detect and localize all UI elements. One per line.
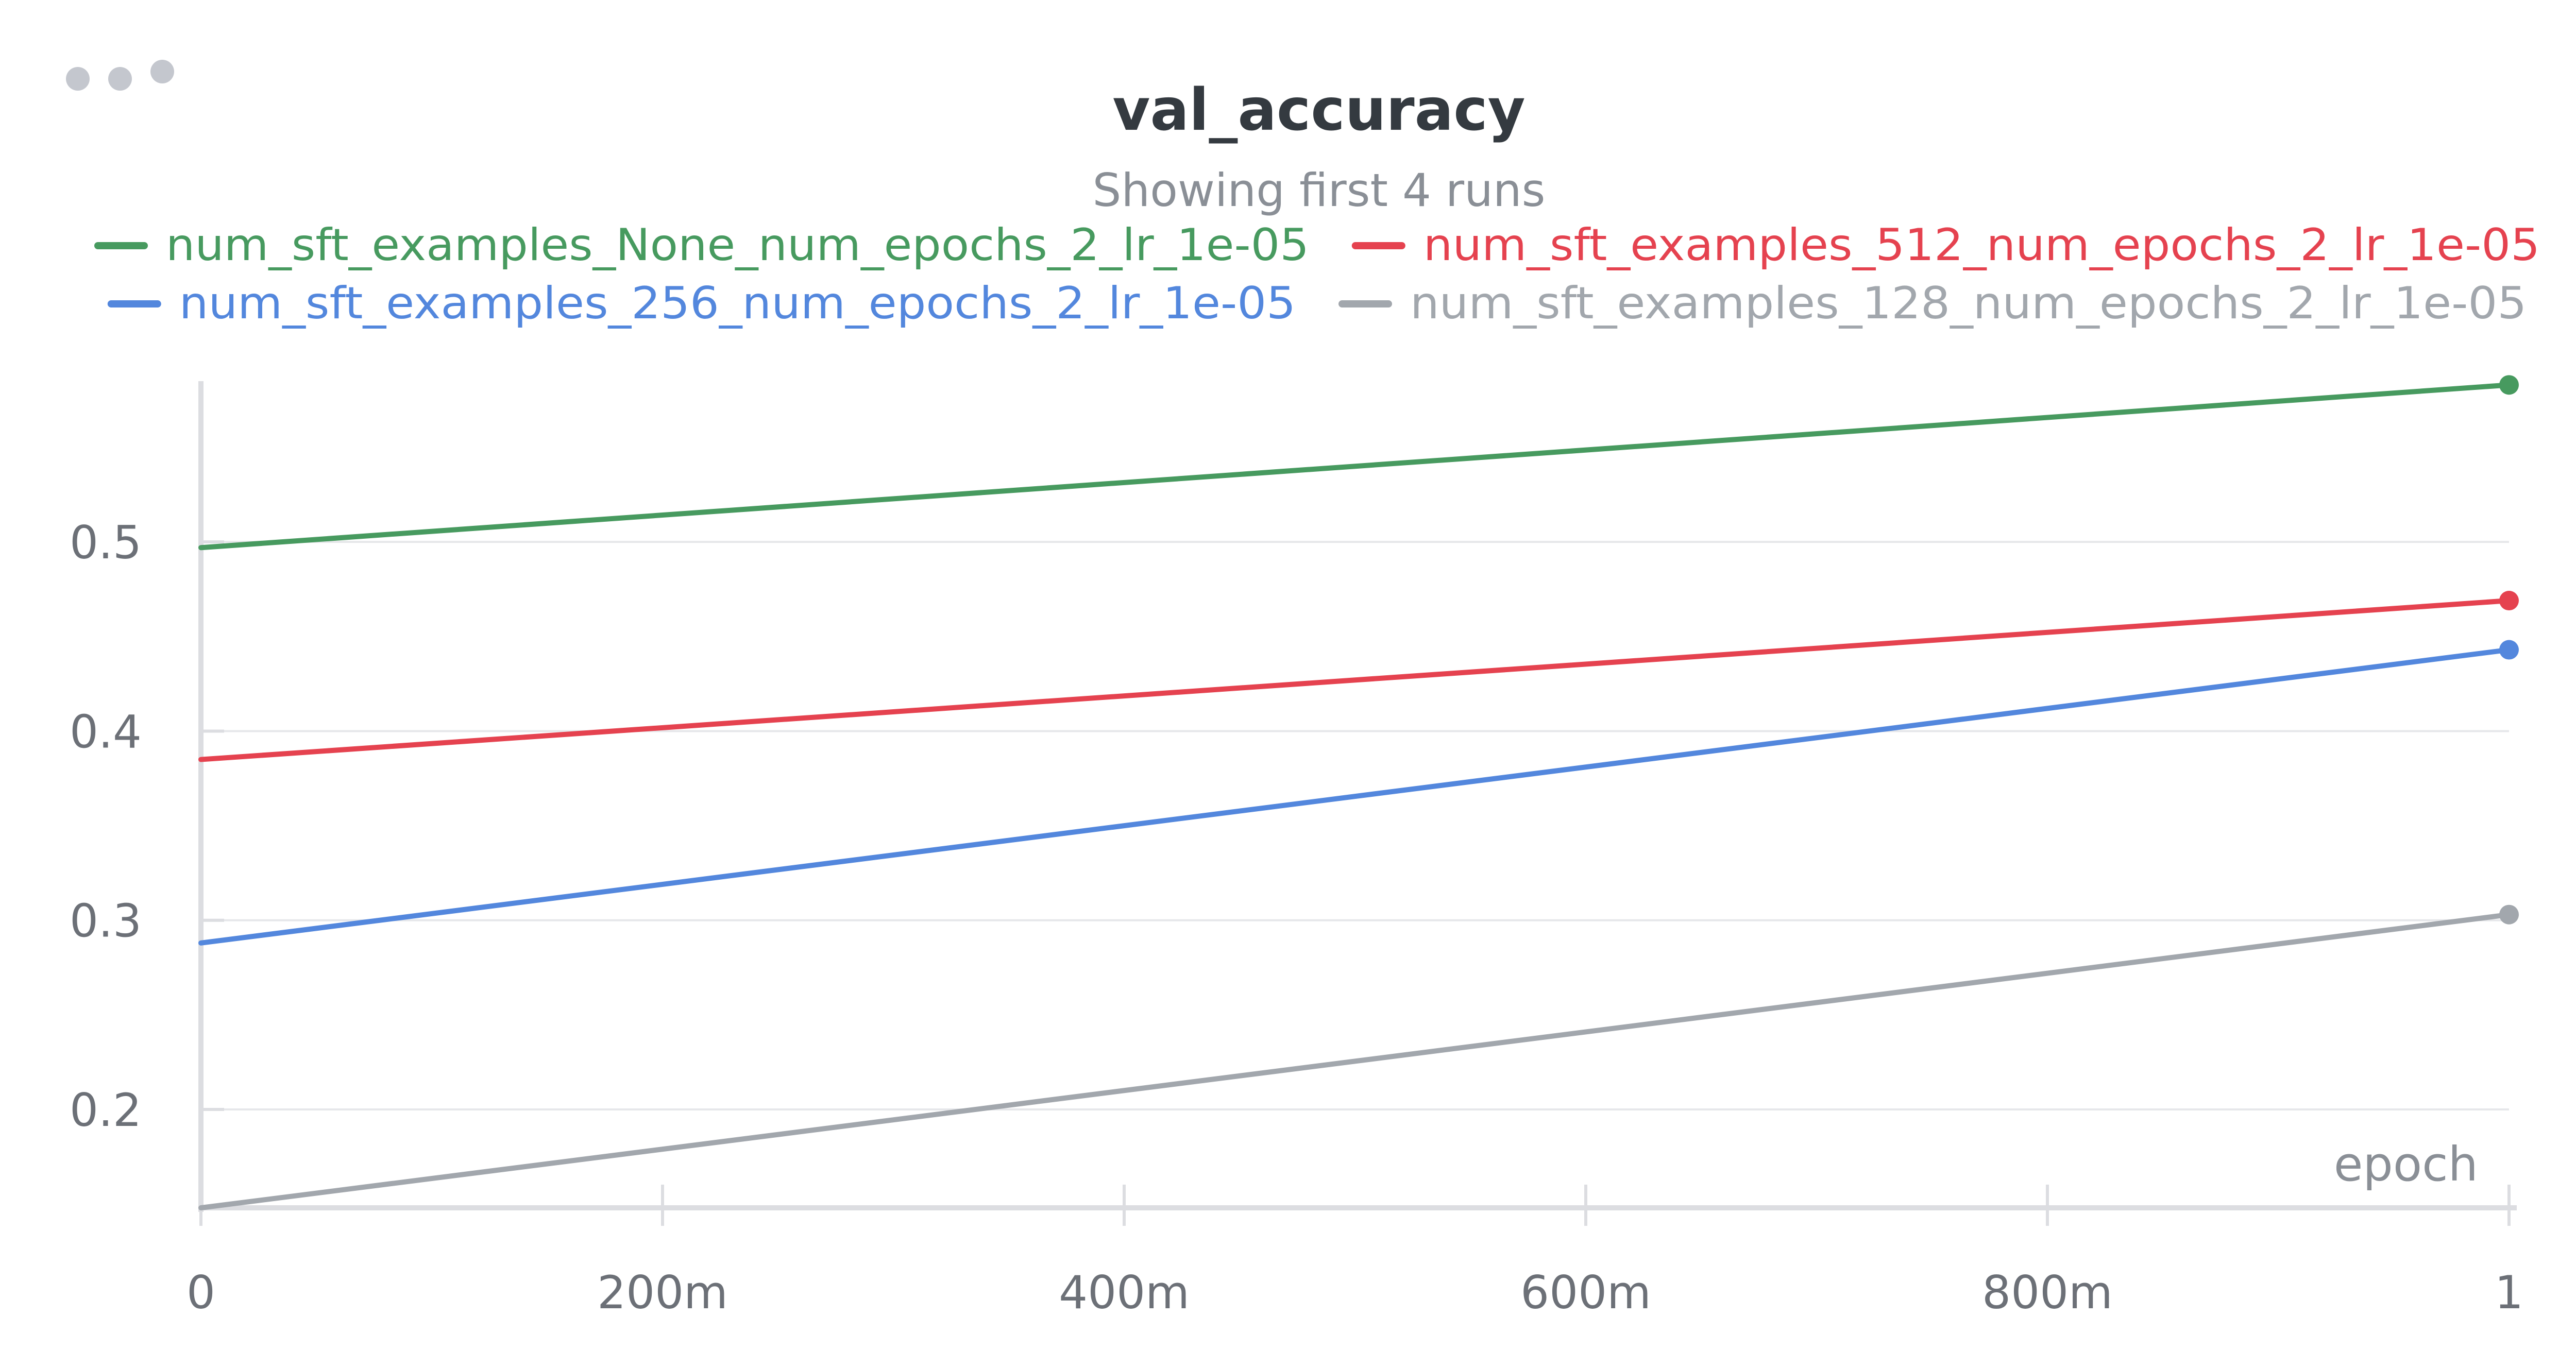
series-end-point <box>2499 640 2519 660</box>
legend-label[interactable]: num_sft_examples_128_num_epochs_2_lr_1e-… <box>1410 278 2527 329</box>
menu-dot <box>108 67 132 91</box>
x-tick-label: 800m <box>1982 1266 2113 1319</box>
x-tick-label: 0 <box>187 1266 215 1319</box>
series-end-point <box>2499 591 2519 611</box>
series-line <box>198 647 2512 946</box>
chart-title: val_accuracy <box>1112 77 1525 144</box>
x-tick-label: 1 <box>2495 1266 2523 1319</box>
series-line <box>198 382 2512 551</box>
series-end-point <box>2499 904 2519 925</box>
chart-subtitle: Showing first 4 runs <box>1093 164 1546 217</box>
y-tick-label: 0.3 <box>70 895 142 948</box>
legend-label[interactable]: num_sft_examples_None_num_epochs_2_lr_1e… <box>166 219 1309 271</box>
x-tick-label: 400m <box>1059 1266 1190 1319</box>
y-tick-label: 0.5 <box>70 516 142 569</box>
series-end-point <box>2499 375 2519 395</box>
menu-dot <box>150 60 174 83</box>
x-axis-label: epoch <box>2334 1137 2478 1192</box>
x-tick-label: 600m <box>1520 1266 1651 1319</box>
series-line <box>198 912 2512 1210</box>
y-tick-label: 0.4 <box>70 705 142 758</box>
legend-label[interactable]: num_sft_examples_512_num_epochs_2_lr_1e-… <box>1423 219 2540 271</box>
x-tick-label: 200m <box>597 1266 728 1319</box>
legend-label[interactable]: num_sft_examples_256_num_epochs_2_lr_1e-… <box>179 278 1296 329</box>
series-line <box>198 598 2512 762</box>
menu-dot <box>66 67 90 91</box>
grid <box>201 541 2509 1111</box>
legend: num_sft_examples_None_num_epochs_2_lr_1e… <box>94 219 2540 329</box>
axes <box>198 381 2517 1212</box>
series-lines <box>198 375 2519 1210</box>
y-axis-ticks: 0.2 0.3 0.4 0.5 <box>70 516 224 1137</box>
more-horizontal-icon[interactable] <box>62 57 185 93</box>
y-tick-label: 0.2 <box>70 1084 142 1137</box>
x-axis-ticks: 0 200m 400m 600m 800m 1 <box>187 1185 2523 1319</box>
